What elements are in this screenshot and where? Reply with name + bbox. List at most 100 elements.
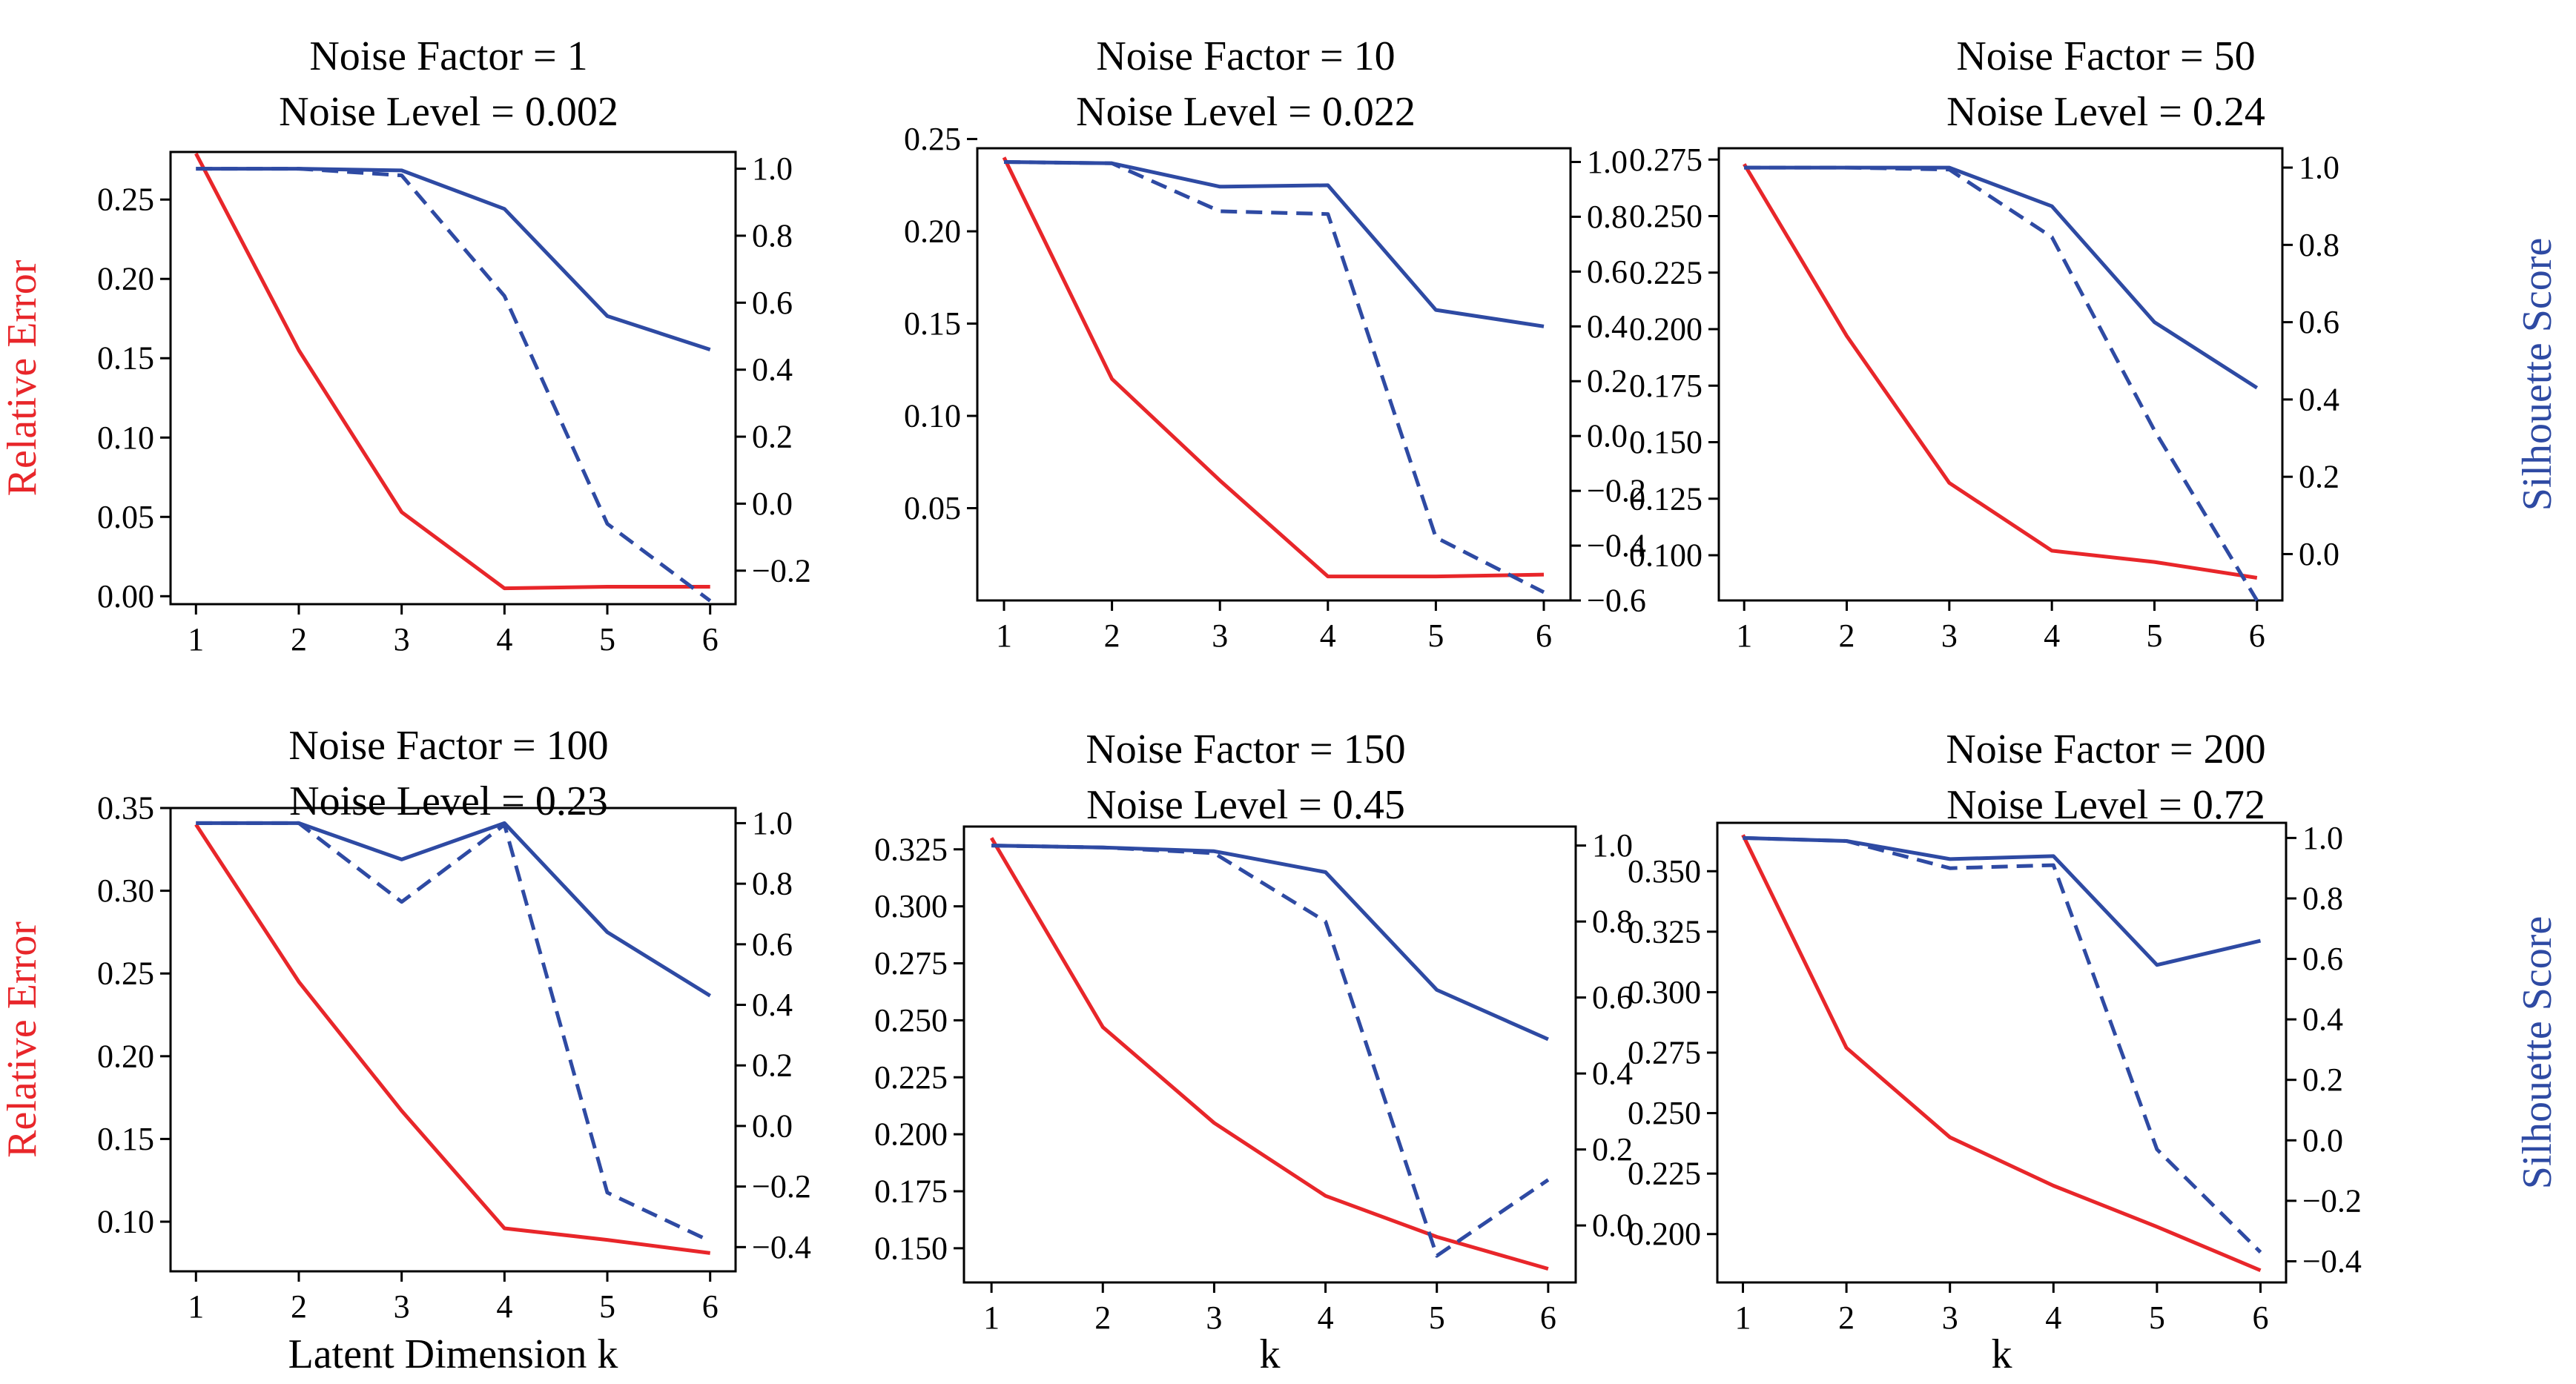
right-y-tick-label: 0.6: [752, 926, 793, 962]
x-tick-label: 2: [1094, 1299, 1111, 1336]
left-y-tick-label: 0.225: [874, 1059, 948, 1096]
x-tick-label: 5: [599, 621, 615, 658]
left-y-tick-label: 0.10: [97, 420, 154, 456]
x-tick-label: 1: [983, 1299, 1000, 1336]
panel-title-line-2: Noise Level = 0.002: [279, 89, 618, 135]
panel-title-line-2: Noise Level = 0.022: [1076, 89, 1416, 135]
x-tick-label: 3: [394, 1288, 410, 1325]
x-tick-label: 6: [1540, 1299, 1556, 1336]
right-y-tick-label: 0.8: [2299, 227, 2339, 263]
right-y-tick-label: 1.0: [752, 805, 793, 841]
silhouette-solid-line: [196, 821, 712, 998]
right-y-tick-label: −0.6: [1587, 583, 1646, 619]
left-y-tick-label: 0.20: [904, 213, 961, 250]
right-y-tick-label: 0.6: [752, 285, 793, 321]
panel-title-line-2: Noise Level = 0.24: [1946, 89, 2265, 135]
right-y-tick-label: 0.8: [1587, 199, 1628, 235]
left-y-tick-label: 0.25: [97, 956, 154, 992]
right-y-tick-label: −0.2: [752, 1168, 811, 1205]
left-y-tick-label: 0.15: [904, 305, 961, 342]
x-tick-label: 3: [1206, 1299, 1222, 1336]
right-y-tick-label: 0.4: [2299, 381, 2339, 417]
left-y-tick-label: 0.225: [1628, 1156, 1701, 1192]
chart-panel-3: Noise Factor = 50 Noise Level = 0.24 1 2 3 4 5…: [1629, 33, 2560, 654]
right-y-axis-label: Silhouette Score: [2514, 916, 2560, 1190]
right-y-tick-label: 0.2: [2302, 1062, 2343, 1098]
x-tick-label: 1: [188, 1288, 204, 1325]
silhouette-dashed-line: [991, 844, 1550, 1258]
x-tick-label: 2: [1838, 1299, 1855, 1336]
plot-frame: [169, 807, 737, 1273]
silhouette-solid-line: [1743, 835, 2262, 967]
panel-title-line-2: Noise Level = 0.45: [1086, 782, 1405, 828]
left-y-tick-label: 0.150: [874, 1230, 948, 1266]
relative-error-line: [194, 152, 710, 591]
x-tick-label: 4: [2044, 617, 2060, 654]
right-y-tick-label: 1.0: [752, 150, 793, 187]
right-y-tick-label: 1.0: [1587, 144, 1628, 180]
left-y-tick-label: 0.200: [874, 1116, 948, 1153]
silhouette-solid-line: [991, 844, 1549, 1042]
right-y-tick-label: 0.8: [1592, 904, 1633, 940]
right-y-tick-label: 0.4: [1587, 308, 1628, 345]
right-y-tick-label: −0.2: [2302, 1182, 2362, 1219]
silhouette-dashed-line: [196, 167, 712, 603]
x-tick-label: 4: [496, 621, 512, 658]
right-y-tick-label: −0.2: [1587, 473, 1646, 509]
right-y-tick-label: 1.0: [1592, 827, 1633, 864]
left-y-tick-label: 0.100: [1629, 537, 1703, 574]
right-y-tick-label: 0.0: [2302, 1122, 2343, 1159]
right-y-tick-label: −0.4: [752, 1229, 811, 1265]
silhouette-dashed-line: [196, 821, 711, 1243]
panel-title-line-2: Noise Level = 0.23: [289, 778, 608, 824]
right-y-tick-label: 0.6: [1587, 254, 1628, 290]
left-y-tick-label: 0.225: [1629, 254, 1703, 291]
right-y-tick-label: 1.0: [2302, 820, 2343, 856]
right-y-axis-label: Silhouette Score: [2514, 238, 2560, 511]
silhouette-solid-line: [1744, 165, 2259, 390]
left-y-tick-label: 0.00: [97, 578, 154, 615]
panel-title-line-1: Noise Factor = 1: [309, 33, 587, 79]
relative-error-line: [1741, 834, 2262, 1273]
x-tick-label: 6: [2249, 617, 2265, 654]
left-y-tick-label: 0.10: [904, 398, 961, 434]
left-y-tick-label: 0.250: [1628, 1095, 1701, 1131]
right-y-tick-label: 0.0: [2299, 536, 2339, 572]
x-tick-label: 2: [291, 621, 307, 658]
left-y-tick-label: 0.125: [1629, 480, 1703, 517]
x-axis-label: k: [1260, 1331, 1281, 1377]
plot-frame: [976, 147, 1572, 602]
x-tick-label: 5: [2149, 1299, 2165, 1336]
relative-error-line: [194, 823, 711, 1255]
x-tick-label: 6: [1536, 617, 1552, 654]
silhouette-dashed-line: [1003, 160, 1545, 595]
left-y-tick-label: 0.325: [1628, 913, 1701, 950]
x-tick-label: 3: [394, 621, 410, 658]
x-tick-label: 1: [996, 617, 1012, 654]
left-y-tick-label: 0.150: [1629, 424, 1703, 460]
x-axis-label: Latent Dimension k: [288, 1331, 618, 1377]
panel-title-line-1: Noise Factor = 50: [1956, 33, 2255, 79]
x-tick-label: 2: [1839, 617, 1855, 654]
left-y-tick-label: 0.200: [1629, 311, 1703, 348]
x-tick-label: 4: [1320, 617, 1336, 654]
panel-title-line-1: Noise Factor = 10: [1096, 33, 1395, 79]
left-y-tick-label: 0.20: [97, 261, 154, 297]
x-tick-label: 5: [1429, 1299, 1445, 1336]
left-y-tick-label: 0.175: [874, 1173, 948, 1210]
right-y-tick-label: 0.2: [752, 419, 793, 455]
x-tick-label: 4: [2045, 1299, 2061, 1336]
plot-frame: [1716, 821, 2288, 1284]
plot-frame: [962, 825, 1577, 1284]
x-tick-label: 5: [1427, 617, 1444, 654]
right-y-tick-label: 0.4: [1592, 1056, 1633, 1092]
right-y-tick-label: −0.4: [2302, 1243, 2362, 1279]
left-y-tick-label: 0.25: [97, 182, 154, 218]
chart-panel-6: Noise Factor = 200 Noise Level = 0.72 1 2 3 4…: [1628, 726, 2560, 1377]
silhouette-solid-line: [196, 167, 711, 351]
left-y-tick-label: 0.15: [97, 340, 154, 377]
x-tick-label: 6: [702, 621, 719, 658]
chart-panel-4: Noise Factor = 100 Noise Level = 0.23 1 2 3 4…: [0, 723, 811, 1377]
x-tick-label: 5: [599, 1288, 615, 1325]
